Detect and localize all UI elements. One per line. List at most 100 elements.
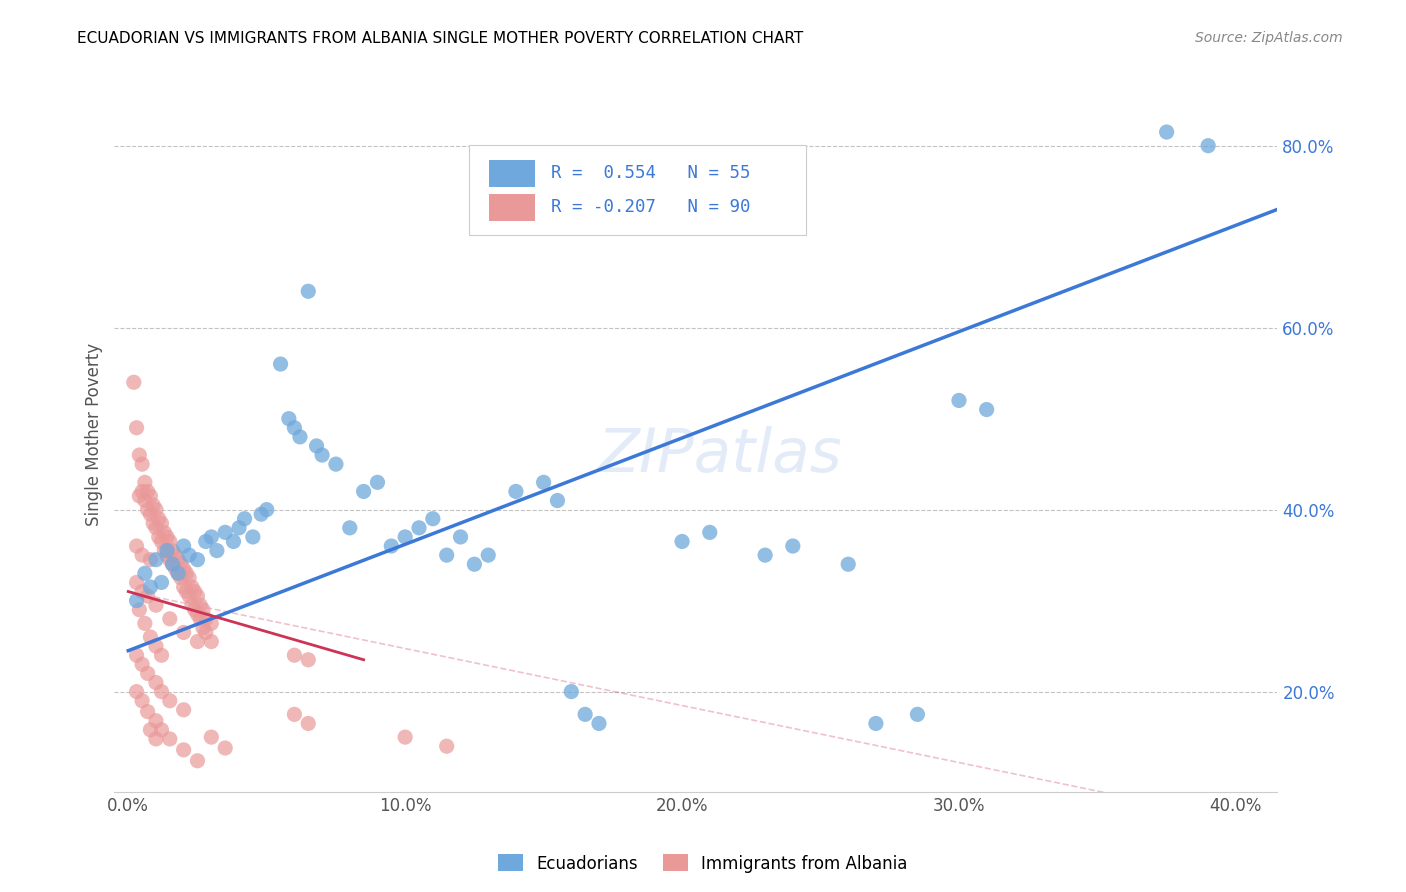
Point [128, 448, 150, 462]
Point [283, 707, 305, 722]
Point [125, 684, 148, 698]
Point [131, 484, 153, 499]
Point [162, 558, 184, 572]
Point [139, 580, 162, 594]
Point [131, 657, 153, 672]
Point [179, 548, 201, 562]
Point [1197, 138, 1219, 153]
Point [159, 612, 181, 626]
Text: R = -0.207   N = 90: R = -0.207 N = 90 [551, 198, 749, 217]
Point [181, 598, 204, 612]
Point [156, 543, 179, 558]
Point [150, 534, 173, 549]
Point [125, 648, 148, 663]
Point [191, 621, 214, 635]
Point [134, 475, 156, 490]
Point [173, 580, 195, 594]
Point [145, 598, 167, 612]
Point [186, 634, 208, 648]
Point [837, 558, 859, 572]
Point [948, 393, 970, 408]
Point [150, 648, 173, 663]
Point [422, 512, 444, 526]
Point [159, 694, 181, 708]
Point [167, 566, 190, 581]
Point [179, 571, 201, 585]
Point [436, 739, 458, 754]
Point [277, 411, 299, 425]
Point [136, 484, 159, 499]
Point [574, 707, 596, 722]
Point [297, 716, 319, 731]
Point [250, 507, 273, 521]
Point [754, 548, 776, 562]
Point [125, 593, 148, 607]
Point [139, 507, 162, 521]
Point [194, 625, 217, 640]
Point [297, 653, 319, 667]
Point [214, 741, 236, 756]
Point [183, 603, 205, 617]
Point [200, 634, 222, 648]
Point [173, 743, 195, 757]
Text: ECUADORIAN VS IMMIGRANTS FROM ALBANIA SINGLE MOTHER POVERTY CORRELATION CHART: ECUADORIAN VS IMMIGRANTS FROM ALBANIA SI… [77, 31, 804, 46]
Point [145, 639, 167, 653]
Text: Source: ZipAtlas.com: Source: ZipAtlas.com [1195, 31, 1343, 45]
Point [167, 566, 190, 581]
Point [186, 552, 208, 566]
Point [131, 584, 153, 599]
Point [463, 558, 485, 572]
Point [153, 543, 176, 558]
Point [134, 566, 156, 581]
Point [188, 598, 211, 612]
Bar [489, 160, 536, 186]
Point [159, 731, 181, 746]
Point [436, 548, 458, 562]
Point [150, 516, 173, 531]
Point [188, 612, 211, 626]
Point [186, 607, 208, 622]
Point [546, 493, 568, 508]
Point [200, 530, 222, 544]
Point [270, 357, 292, 371]
Point [976, 402, 998, 417]
Point [297, 285, 319, 299]
Point [145, 714, 167, 728]
Point [194, 612, 217, 626]
Point [699, 525, 721, 540]
Point [183, 584, 205, 599]
Point [142, 516, 165, 531]
Point [907, 707, 929, 722]
Point [136, 705, 159, 719]
Point [325, 457, 347, 471]
Point [122, 376, 145, 390]
Point [170, 571, 193, 585]
Point [394, 530, 416, 544]
Point [288, 430, 311, 444]
Point [125, 575, 148, 590]
Point [139, 489, 162, 503]
Point [139, 723, 162, 737]
Point [173, 562, 195, 576]
Point [159, 552, 181, 566]
Point [450, 530, 472, 544]
Point [222, 534, 245, 549]
Point [148, 530, 170, 544]
Point [186, 589, 208, 603]
Point [179, 589, 201, 603]
Point [145, 552, 167, 566]
Text: ZIPatlas: ZIPatlas [598, 426, 841, 485]
Point [560, 684, 582, 698]
Point [588, 716, 610, 731]
Point [165, 548, 187, 562]
Point [136, 502, 159, 516]
Point [173, 625, 195, 640]
Point [162, 543, 184, 558]
Point [233, 512, 256, 526]
Point [150, 723, 173, 737]
Point [148, 512, 170, 526]
Point [145, 502, 167, 516]
Point [283, 421, 305, 435]
Text: R =  0.554   N = 55: R = 0.554 N = 55 [551, 164, 749, 182]
Point [533, 475, 555, 490]
